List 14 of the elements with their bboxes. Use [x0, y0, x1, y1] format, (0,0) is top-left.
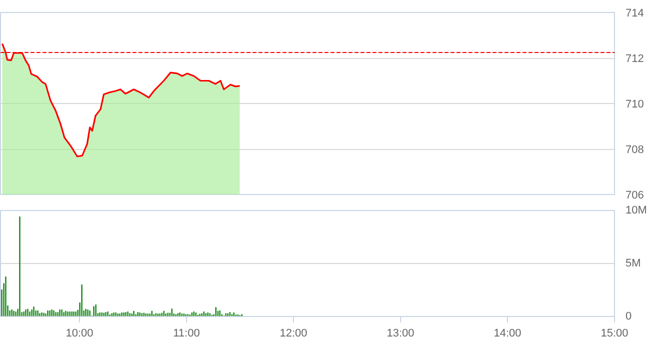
- y-tick-label: 706: [626, 190, 644, 202]
- x-tick-label: 12:00: [280, 328, 308, 340]
- y-tick-label: 712: [626, 53, 644, 65]
- y-tick-label: 0: [626, 310, 632, 322]
- x-tick-label: 13:00: [386, 328, 414, 340]
- x-tick-label: 10:00: [66, 328, 94, 340]
- y-tick-label: 710: [626, 98, 644, 110]
- x-tick-label: 15:00: [600, 328, 628, 340]
- y-tick-label: 5M: [626, 258, 641, 270]
- y-tick-label: 10M: [626, 204, 647, 216]
- y-tick-label: 714: [626, 8, 644, 20]
- y-tick-label: 708: [626, 144, 644, 156]
- x-tick-label: 11:00: [173, 328, 200, 340]
- x-tick-label: 14:00: [494, 328, 522, 340]
